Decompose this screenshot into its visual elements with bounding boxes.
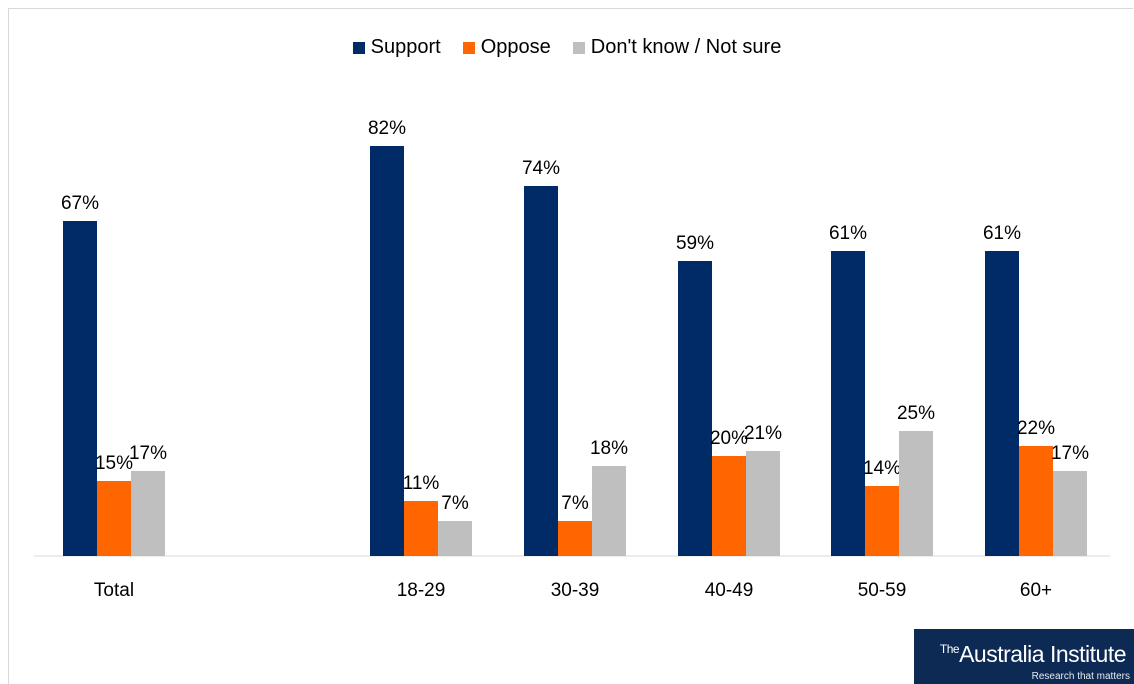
bar — [831, 251, 865, 556]
legend-label: Support — [370, 36, 441, 58]
data-label: 22% — [1017, 418, 1055, 439]
x-tick-label: 60+ — [1020, 580, 1052, 601]
data-label: 11% — [403, 473, 440, 494]
data-label: 17% — [129, 443, 167, 464]
bar — [558, 521, 592, 556]
bar — [592, 466, 626, 556]
data-label: 61% — [983, 223, 1021, 244]
chart-legend: Support Oppose Don't know / Not sure — [0, 36, 1134, 59]
data-label: 21% — [744, 423, 782, 444]
bar — [746, 451, 780, 556]
data-label: 59% — [676, 233, 714, 254]
legend-item: Oppose — [462, 36, 551, 59]
x-tick-label: 40-49 — [705, 580, 754, 601]
x-tick-label: 50-59 — [858, 580, 907, 601]
data-label: 61% — [829, 223, 867, 244]
data-label: 67% — [61, 193, 99, 214]
legend-item: Don't know / Not sure — [572, 36, 782, 59]
bar — [63, 221, 97, 556]
x-tick-label: Total — [94, 580, 134, 601]
bar — [97, 481, 131, 556]
bar — [438, 521, 472, 556]
data-label: 82% — [368, 118, 406, 139]
australia-institute-logo: TheAustralia Institute Research that mat… — [914, 629, 1134, 684]
data-label: 20% — [710, 428, 748, 449]
data-label: 18% — [590, 438, 628, 459]
legend-label: Oppose — [480, 36, 551, 58]
logo-name: TheAustralia Institute — [939, 641, 1127, 668]
data-label: 14% — [863, 458, 901, 479]
bar — [524, 186, 558, 556]
data-label: 74% — [522, 158, 560, 179]
bar — [1053, 471, 1087, 556]
bar — [370, 146, 404, 556]
bar — [131, 471, 165, 556]
legend-swatch — [352, 41, 365, 54]
chart-frame — [8, 8, 1133, 684]
data-label: 7% — [441, 493, 469, 514]
legend-item: Support — [352, 36, 441, 59]
x-tick-label: 30-39 — [551, 580, 600, 601]
bar — [712, 456, 746, 556]
logo-the: The — [939, 642, 960, 656]
legend-swatch — [462, 41, 475, 54]
bar — [899, 431, 933, 556]
bar — [678, 261, 712, 556]
legend-swatch — [572, 41, 585, 54]
data-label: 15% — [95, 453, 133, 474]
legend-label: Don't know / Not sure — [590, 36, 782, 58]
logo-institute-name: Australia Institute — [959, 641, 1126, 667]
bar — [985, 251, 1019, 556]
bar — [865, 486, 899, 556]
bar — [1019, 446, 1053, 556]
bar — [404, 501, 438, 556]
logo-tagline: Research that matters — [1031, 671, 1130, 682]
data-label: 7% — [561, 493, 589, 514]
x-tick-label: 18-29 — [397, 580, 446, 601]
data-label: 17% — [1051, 443, 1089, 464]
data-label: 25% — [897, 403, 935, 424]
